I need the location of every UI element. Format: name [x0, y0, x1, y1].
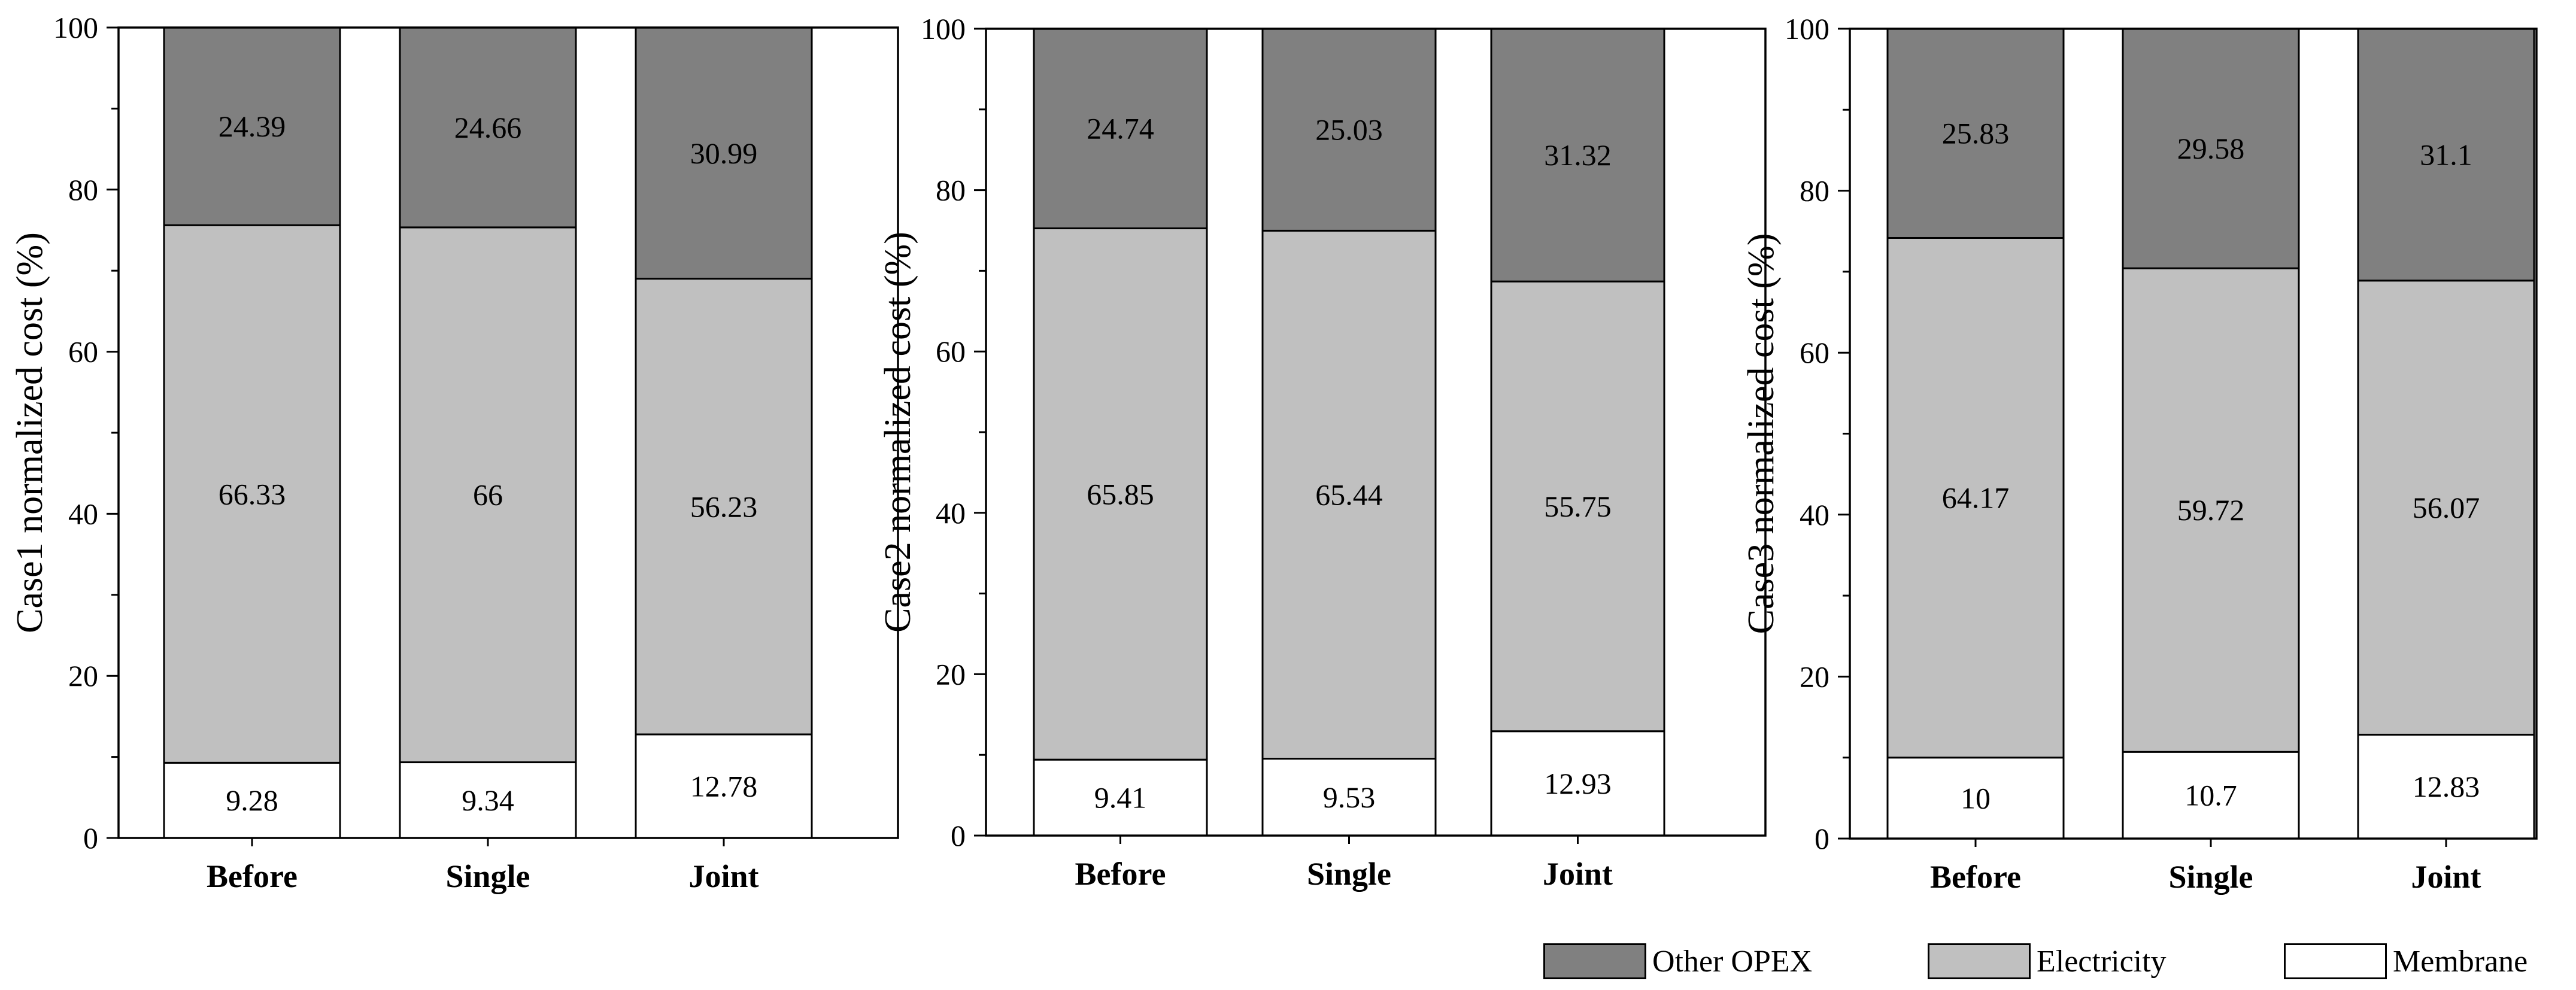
y-tick-label-80: 80 — [68, 173, 98, 206]
legend-label-membrane: Membrane — [2393, 944, 2528, 979]
bar-membrane-before — [163, 761, 341, 839]
x-tick-label-joint: Joint — [688, 858, 758, 894]
bar-electricity-single — [399, 226, 577, 764]
x-tick-label-joint: Joint — [2411, 859, 2481, 895]
bar-membrane-before — [1886, 757, 2065, 840]
y-tick-label-0: 0 — [1815, 822, 1829, 855]
data-label-membrane-before: 10 — [1961, 781, 1991, 815]
data-label-membrane-before: 9.28 — [226, 784, 278, 817]
data-label-electricity-joint: 56.23 — [690, 490, 758, 523]
data-label-electricity-single: 66 — [473, 478, 503, 512]
data-label-membrane-single: 10.7 — [2184, 779, 2237, 812]
legend-item-other-opex: Other OPEX — [1543, 943, 1812, 979]
bar-other-opex-single — [2122, 28, 2300, 269]
x-tick-label-single: Single — [445, 858, 530, 894]
data-label-membrane-single: 9.34 — [462, 784, 514, 817]
data-label-electricity-joint: 56.07 — [2413, 491, 2480, 524]
y-tick-label-20: 20 — [936, 657, 966, 691]
legend-swatch-membrane — [2284, 943, 2387, 979]
x-tick-label-single: Single — [1307, 856, 1391, 892]
bar-membrane-single — [2122, 751, 2300, 840]
legend-label-electricity: Electricity — [2037, 944, 2167, 979]
y-tick-label-100: 100 — [921, 12, 966, 45]
y-tick-label-0: 0 — [951, 819, 966, 852]
data-label-electricity-before: 64.17 — [1942, 481, 2010, 515]
x-tick-label-before: Before — [207, 858, 298, 894]
y-tick-label-0: 0 — [83, 821, 98, 855]
bar-other-opex-before — [163, 26, 341, 226]
data-label-membrane-joint: 12.78 — [690, 769, 758, 803]
bar-electricity-before — [1033, 227, 1208, 761]
bar-membrane-joint — [2357, 733, 2535, 840]
data-label-other-opex-joint: 31.32 — [1544, 138, 1612, 172]
y-tick-label-40: 40 — [1800, 498, 1829, 532]
data-label-other-opex-before: 24.39 — [219, 110, 286, 143]
bar-other-opex-single — [1261, 28, 1437, 232]
bar-electricity-joint — [2357, 280, 2535, 736]
data-label-other-opex-single: 25.03 — [1315, 113, 1383, 147]
bar-other-opex-single — [399, 26, 577, 229]
y-tick-label-100: 100 — [1785, 12, 1829, 45]
data-label-electricity-before: 65.85 — [1087, 477, 1154, 511]
bar-other-opex-joint — [1490, 28, 1665, 283]
bar-electricity-before — [1886, 236, 2065, 759]
data-label-other-opex-joint: 31.1 — [2420, 138, 2472, 171]
data-label-other-opex-single: 29.58 — [2177, 132, 2245, 165]
y-tick-label-20: 20 — [1800, 660, 1829, 693]
y-tick-label-60: 60 — [68, 335, 98, 369]
bar-electricity-joint — [1490, 280, 1665, 733]
y-tick-label-40: 40 — [936, 496, 966, 530]
bar-electricity-single — [1261, 229, 1437, 760]
y-tick-label-40: 40 — [68, 497, 98, 530]
data-label-electricity-before: 66.33 — [219, 477, 286, 511]
legend-label-other-opex: Other OPEX — [1652, 944, 1813, 979]
x-tick-label-single: Single — [2168, 859, 2253, 895]
y-axis-title: Case3 normalized cost (%) — [1741, 233, 1782, 634]
data-label-other-opex-joint: 30.99 — [690, 136, 758, 170]
data-label-membrane-joint: 12.93 — [1544, 767, 1612, 800]
legend-item-electricity: Electricity — [1928, 943, 2167, 979]
y-tick-label-60: 60 — [1800, 336, 1829, 369]
bar-membrane-joint — [1490, 730, 1665, 837]
y-tick-label-60: 60 — [936, 335, 966, 368]
bar-other-opex-joint — [2357, 28, 2535, 282]
y-tick-label-80: 80 — [936, 174, 966, 207]
y-axis-title: Case2 normalized cost (%) — [878, 232, 918, 633]
data-label-other-opex-before: 24.74 — [1087, 112, 1154, 145]
legend-swatch-other-opex — [1543, 943, 1646, 979]
x-tick-label-before: Before — [1930, 859, 2021, 895]
bar-electricity-joint — [635, 278, 813, 736]
data-label-electricity-joint: 55.75 — [1544, 490, 1612, 523]
chart-panel-2: 9.41 65.85 24.74 Before 9.53 65.44 25.03 Single… — [878, 12, 1767, 892]
bar-other-opex-joint — [635, 26, 813, 280]
chart-panel-1: 9.28 66.33 24.39 Before 9.34 66 24.66 Single 12.… — [10, 11, 899, 894]
chart-panel-3: 10 64.17 25.83 Before 10.7 59.72 29.58 Single 12… — [1741, 12, 2538, 895]
data-label-electricity-single: 59.72 — [2177, 493, 2245, 527]
x-tick-label-before: Before — [1075, 856, 1166, 892]
bar-electricity-single — [2122, 267, 2300, 753]
legend-swatch-electricity — [1928, 943, 2031, 979]
x-tick-label-joint: Joint — [1543, 856, 1613, 892]
y-tick-label-20: 20 — [68, 659, 98, 693]
data-label-other-opex-single: 24.66 — [454, 111, 522, 144]
y-tick-label-100: 100 — [53, 11, 98, 44]
bar-membrane-before — [1033, 758, 1208, 837]
legend-item-membrane: Membrane — [2284, 943, 2528, 979]
y-tick-label-80: 80 — [1800, 174, 1829, 208]
data-label-electricity-single: 65.44 — [1315, 478, 1383, 511]
bar-membrane-joint — [635, 733, 813, 839]
data-label-other-opex-before: 25.83 — [1942, 117, 2010, 150]
data-label-membrane-joint: 12.83 — [2413, 770, 2480, 803]
data-label-membrane-before: 9.41 — [1094, 781, 1147, 815]
y-axis-title: Case1 normalized cost (%) — [10, 232, 50, 633]
data-label-membrane-single: 9.53 — [1323, 781, 1376, 814]
bar-other-opex-before — [1033, 28, 1208, 229]
bar-other-opex-before — [1886, 28, 2065, 239]
